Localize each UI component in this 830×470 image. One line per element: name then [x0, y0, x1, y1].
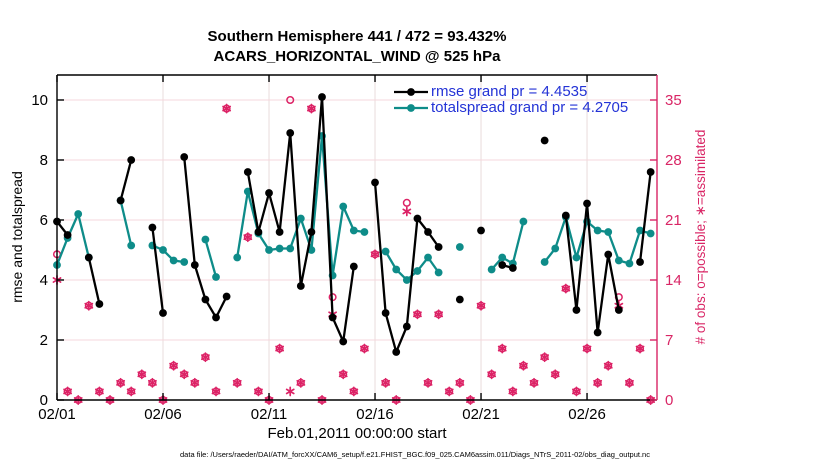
x-axis-label: Feb.01,2011 00:00:00 start [267, 425, 447, 442]
svg-text:21: 21 [665, 212, 682, 229]
legend-row-totalspread: totalspread grand pr = 4.2705 [393, 100, 628, 116]
svg-text:0: 0 [665, 392, 673, 409]
legend-label-totalspread: totalspread grand pr = 4.2705 [431, 99, 629, 116]
svg-text:2: 2 [40, 332, 48, 349]
svg-text:4: 4 [40, 272, 48, 289]
y-axis-label-left: rmse and totalspread [9, 171, 25, 303]
svg-text:6: 6 [40, 212, 48, 229]
svg-text:02/21: 02/21 [462, 406, 500, 423]
chart-title-line1: Southern Hemisphere 441 / 472 = 93.432% [207, 28, 507, 45]
svg-text:10: 10 [31, 92, 48, 109]
svg-text:02/16: 02/16 [356, 406, 394, 423]
svg-text:0: 0 [40, 392, 48, 409]
chart-legend: rmse grand pr = 4.4535 totalspread grand… [393, 84, 628, 116]
svg-text:02/01: 02/01 [38, 406, 76, 423]
chart-title-line2: ACARS_HORIZONTAL_WIND @ 525 hPa [213, 48, 501, 65]
data-file-caption: data file: /Users/raeder/DAI/ATM_forcXX/… [180, 450, 650, 459]
y-axis-label-right: # of obs: o=possible; ∗=assimilated [693, 129, 708, 345]
legend-row-rmse: rmse grand pr = 4.4535 [393, 84, 628, 100]
legend-marker-rmse-icon [394, 88, 428, 96]
svg-text:02/11: 02/11 [251, 406, 287, 423]
legend-marker-totalspread-icon [394, 104, 428, 112]
svg-text:7: 7 [665, 332, 673, 349]
svg-text:02/26: 02/26 [568, 406, 606, 423]
svg-text:14: 14 [665, 272, 682, 289]
svg-text:28: 28 [665, 152, 682, 169]
svg-text:8: 8 [40, 152, 48, 169]
legend-label-rmse: rmse grand pr = 4.4535 [431, 83, 588, 100]
svg-text:35: 35 [665, 92, 682, 109]
svg-text:02/06: 02/06 [144, 406, 182, 423]
